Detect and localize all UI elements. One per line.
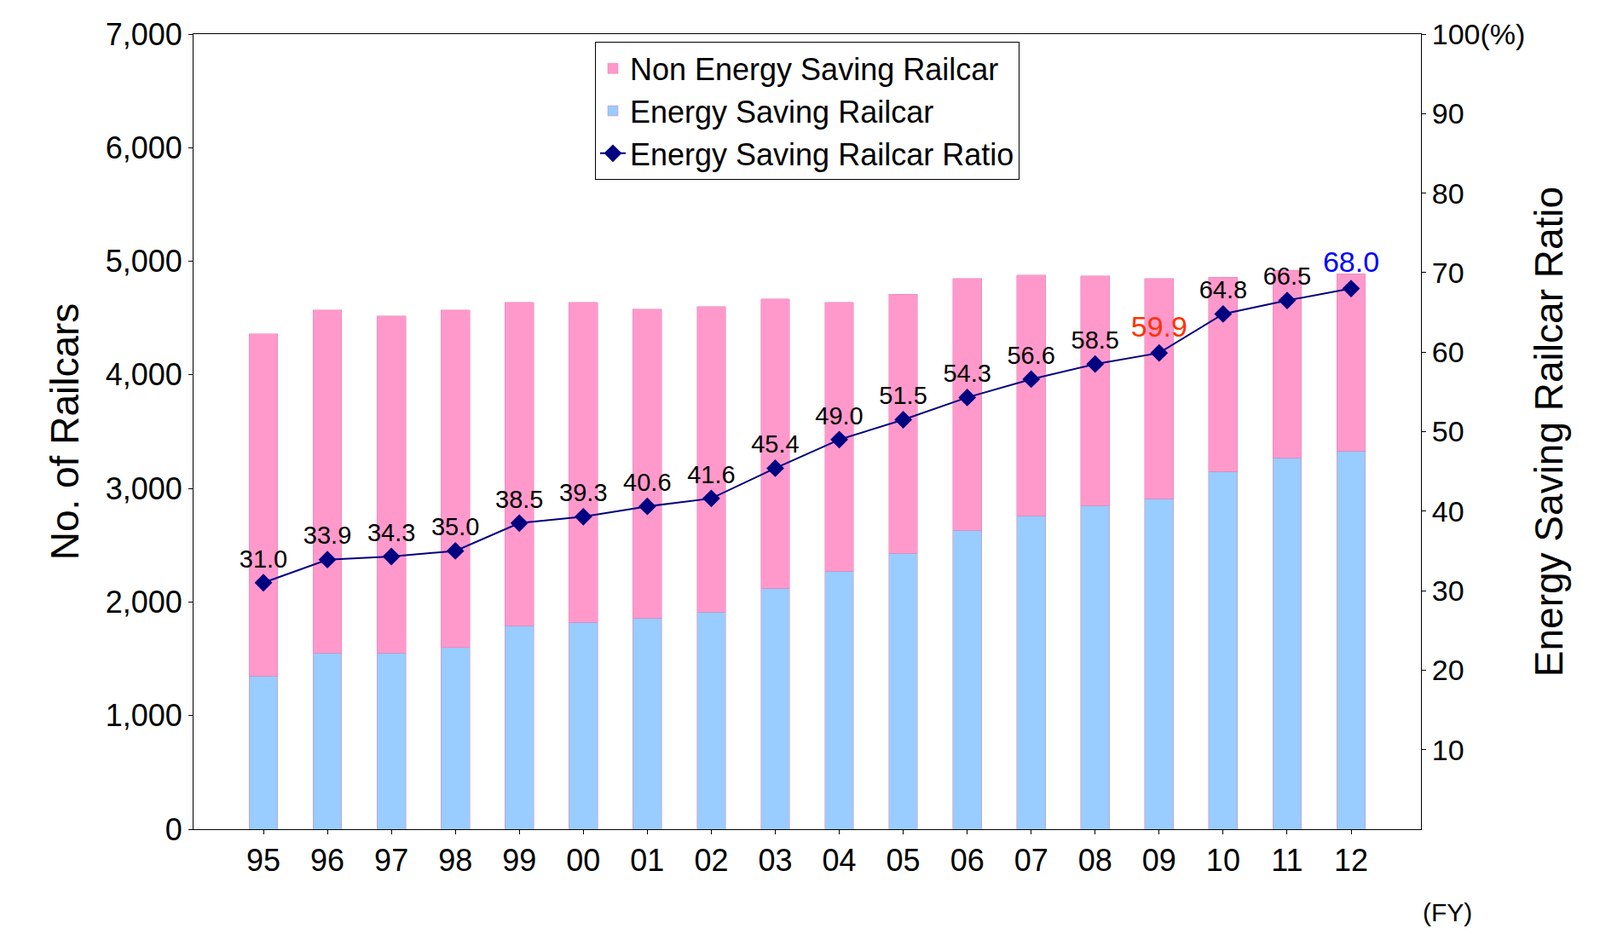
svg-text:No. of Railcars: No. of Railcars <box>42 303 87 561</box>
svg-text:02: 02 <box>693 843 728 878</box>
svg-text:45.4: 45.4 <box>750 430 799 458</box>
svg-text:40: 40 <box>1432 495 1465 528</box>
svg-text:10: 10 <box>1206 843 1241 878</box>
svg-text:97: 97 <box>374 843 409 878</box>
svg-text:3,000: 3,000 <box>105 471 183 507</box>
svg-text:04: 04 <box>822 843 857 878</box>
svg-text:70: 70 <box>1432 256 1465 289</box>
svg-text:05: 05 <box>886 843 921 878</box>
svg-text:64.8: 64.8 <box>1199 276 1248 304</box>
svg-text:40.6: 40.6 <box>623 468 671 497</box>
svg-text:6,000: 6,000 <box>105 130 183 166</box>
svg-text:0: 0 <box>165 812 183 848</box>
svg-text:100(%): 100(%) <box>1432 17 1526 51</box>
svg-text:90: 90 <box>1432 97 1465 130</box>
svg-text:33.9: 33.9 <box>303 521 352 549</box>
svg-text:31.0: 31.0 <box>239 545 288 573</box>
svg-text:58.5: 58.5 <box>1071 326 1120 354</box>
svg-text:07: 07 <box>1014 843 1049 878</box>
svg-text:56.6: 56.6 <box>1006 341 1055 370</box>
svg-text:54.3: 54.3 <box>942 359 991 388</box>
svg-text:68.0: 68.0 <box>1322 245 1380 278</box>
svg-text:49.0: 49.0 <box>814 402 863 430</box>
svg-text:06: 06 <box>950 843 985 878</box>
svg-text:03: 03 <box>757 843 792 878</box>
svg-text:20: 20 <box>1432 653 1465 687</box>
svg-text:50: 50 <box>1432 415 1465 448</box>
svg-text:01: 01 <box>629 843 665 878</box>
svg-text:09: 09 <box>1142 843 1177 878</box>
svg-text:34.3: 34.3 <box>367 519 416 547</box>
svg-text:41.6: 41.6 <box>687 461 735 489</box>
svg-text:1,000: 1,000 <box>105 698 183 734</box>
svg-text:2,000: 2,000 <box>105 584 183 620</box>
svg-text:Energy Saving Railcar: Energy Saving Railcar <box>629 94 934 130</box>
svg-text:7,000: 7,000 <box>105 17 183 52</box>
svg-text:5,000: 5,000 <box>105 243 183 279</box>
svg-text:08: 08 <box>1078 843 1113 878</box>
svg-text:35.0: 35.0 <box>431 513 480 541</box>
svg-text:96: 96 <box>310 843 345 878</box>
svg-text:11: 11 <box>1270 843 1303 878</box>
svg-text:95: 95 <box>246 843 281 878</box>
svg-text:10: 10 <box>1432 733 1465 767</box>
svg-text:59.9: 59.9 <box>1131 310 1188 343</box>
svg-text:4,000: 4,000 <box>105 357 183 393</box>
svg-text:30: 30 <box>1432 574 1465 607</box>
svg-text:66.5: 66.5 <box>1263 262 1312 290</box>
svg-text:80: 80 <box>1432 177 1465 210</box>
svg-text:Energy Saving Railcar Ratio: Energy Saving Railcar Ratio <box>1526 186 1572 677</box>
svg-text:60: 60 <box>1432 335 1465 369</box>
svg-text:39.3: 39.3 <box>559 479 607 507</box>
svg-text:Non Energy Saving Railcar: Non Energy Saving Railcar <box>629 51 999 87</box>
svg-text:(FY): (FY) <box>1422 898 1473 927</box>
svg-text:99: 99 <box>502 843 537 878</box>
svg-text:38.5: 38.5 <box>495 485 543 514</box>
svg-text:98: 98 <box>438 843 473 878</box>
svg-text:51.5: 51.5 <box>878 381 927 410</box>
svg-text:Energy Saving Railcar Ratio: Energy Saving Railcar Ratio <box>629 137 1014 173</box>
svg-text:00: 00 <box>566 843 601 878</box>
svg-text:12: 12 <box>1334 843 1369 878</box>
